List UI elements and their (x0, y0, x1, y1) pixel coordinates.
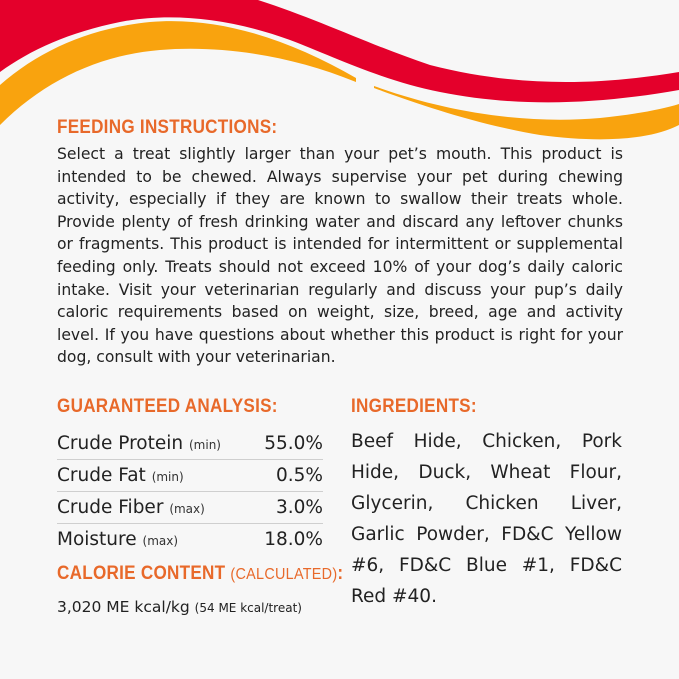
calorie-content: 3,020 ME kcal/kg (54 ME kcal/treat) (57, 598, 302, 616)
nutrient-qualifier: (max) (169, 502, 205, 516)
nutrient-name: Moisture (57, 529, 137, 550)
calorie-colon: : (337, 563, 344, 584)
feeding-instructions-text: Select a treat slightly larger than your… (57, 145, 623, 367)
nutrient-qualifier: (min) (151, 470, 184, 484)
nutrient-value: 3.0% (276, 497, 323, 518)
calorie-subheading: (CALCULATED) (230, 566, 338, 583)
calorie-content-heading: CALORIE CONTENT (CALCULATED): (57, 563, 343, 585)
calorie-value: 3,020 ME kcal/kg (57, 598, 190, 616)
nutrient-value: 55.0% (264, 433, 323, 454)
nutrient-value: 18.0% (264, 529, 323, 550)
ingredients-text: Beef Hide, Chicken, Pork Hide, Duck, Whe… (351, 431, 622, 607)
nutrient-name: Crude Fat (57, 465, 146, 486)
nutrient-name: Crude Fiber (57, 497, 164, 518)
guaranteed-analysis-table: Crude Protein (min) 55.0% Crude Fat (min… (57, 428, 323, 555)
nutrient-name: Crude Protein (57, 433, 184, 454)
nutrient-qualifier: (max) (142, 534, 179, 548)
yellow-wave-left (0, 21, 356, 125)
red-wave (0, 0, 679, 103)
feeding-instructions-heading: FEEDING INSTRUCTIONS: (57, 117, 278, 138)
guaranteed-analysis-heading: GUARANTEED ANALYSIS: (57, 396, 278, 417)
ingredients-heading: INGREDIENTS: (351, 396, 477, 417)
decorative-waves (0, 0, 679, 140)
nutrient-qualifier: (min) (189, 438, 221, 452)
analysis-row: Crude Fiber (max) 3.0% (57, 492, 323, 524)
analysis-row: Moisture (max) 18.0% (57, 524, 323, 555)
yellow-wave-right (374, 86, 679, 140)
calorie-per-treat: (54 ME kcal/treat) (194, 601, 302, 615)
calorie-heading-text: CALORIE CONTENT (57, 563, 226, 584)
nutrient-value: 0.5% (276, 465, 323, 486)
analysis-row: Crude Protein (min) 55.0% (57, 428, 323, 460)
analysis-row: Crude Fat (min) 0.5% (57, 460, 323, 492)
